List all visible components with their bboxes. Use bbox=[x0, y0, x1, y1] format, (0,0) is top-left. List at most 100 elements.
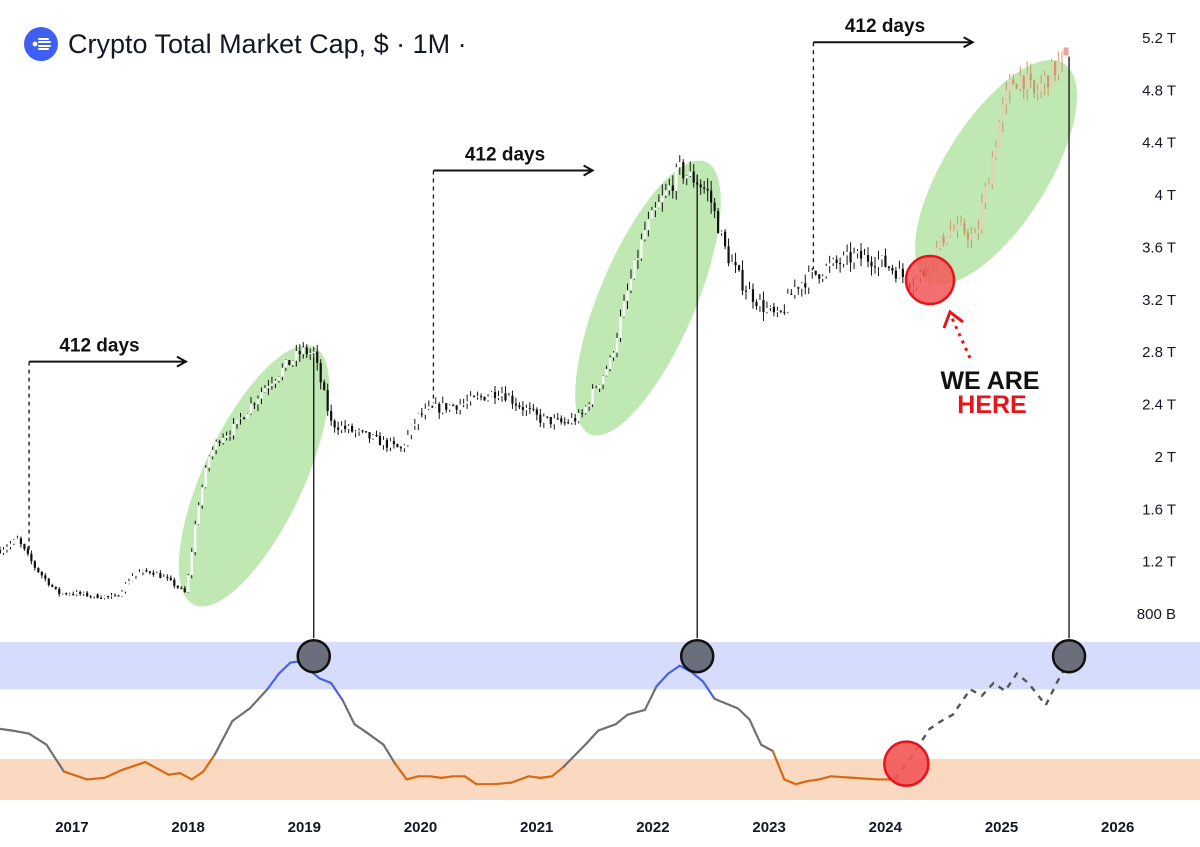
oscillator-segment bbox=[86, 776, 106, 781]
candle-body bbox=[1026, 73, 1029, 90]
candle-body bbox=[567, 422, 570, 424]
candle-body bbox=[678, 162, 681, 168]
candle-body bbox=[710, 190, 713, 203]
candle-body bbox=[797, 287, 800, 289]
candle-body bbox=[466, 401, 469, 404]
candle-body bbox=[166, 576, 169, 578]
candle-body bbox=[406, 434, 409, 446]
y-tick-label: 3.2 T bbox=[1142, 292, 1176, 309]
candle-body bbox=[65, 593, 68, 595]
candle-body bbox=[201, 487, 204, 506]
oscillator-segment bbox=[364, 730, 385, 746]
candle-body bbox=[952, 230, 956, 232]
candle-body bbox=[26, 548, 29, 554]
candle-body bbox=[984, 186, 987, 203]
candle-body bbox=[47, 578, 50, 585]
candle-body bbox=[110, 595, 113, 597]
candle-body bbox=[228, 435, 232, 437]
candle-body bbox=[991, 157, 994, 185]
candle-body bbox=[689, 171, 692, 177]
candle-body bbox=[51, 584, 54, 587]
candle-body bbox=[647, 219, 650, 231]
candle-body bbox=[734, 261, 737, 266]
candle-body bbox=[309, 353, 312, 355]
candle-body bbox=[880, 255, 884, 260]
candle-body bbox=[330, 411, 333, 421]
x-tick-label: 2020 bbox=[404, 819, 437, 836]
candle-body bbox=[521, 407, 524, 411]
candle-body bbox=[949, 230, 952, 236]
candle-body bbox=[730, 261, 734, 264]
candle-body bbox=[661, 195, 664, 203]
candle-body bbox=[403, 445, 406, 449]
candle-body bbox=[605, 369, 608, 376]
oscillator-segment bbox=[266, 672, 280, 691]
candle-body bbox=[113, 595, 117, 597]
oscillator-segment bbox=[440, 775, 455, 779]
candle-body bbox=[619, 316, 622, 338]
candle-body bbox=[30, 553, 33, 562]
candle-body bbox=[1050, 61, 1053, 88]
candle-body bbox=[40, 571, 43, 576]
oscillator-segment bbox=[120, 760, 147, 772]
oscillator-segment bbox=[144, 760, 170, 776]
candle-body bbox=[682, 162, 685, 179]
candle-body bbox=[706, 188, 709, 191]
oscillator-segment bbox=[748, 718, 763, 746]
candle-body bbox=[462, 403, 465, 405]
candle-body bbox=[894, 270, 898, 279]
candle-body bbox=[204, 467, 207, 488]
candle-body bbox=[117, 595, 120, 597]
candle-body bbox=[772, 306, 775, 313]
candle-body bbox=[963, 223, 966, 233]
oscillator-peak-marker bbox=[296, 638, 331, 674]
x-tick-label: 2024 bbox=[869, 819, 903, 836]
candle-body bbox=[263, 388, 267, 393]
oscillator-segment bbox=[701, 680, 716, 700]
candle-body bbox=[727, 246, 730, 264]
candle-body bbox=[479, 396, 483, 398]
y-tick-label: 1.6 T bbox=[1142, 501, 1176, 518]
oscillator-segment bbox=[330, 681, 344, 702]
candle-body bbox=[96, 594, 99, 599]
oscillator-segment bbox=[725, 702, 739, 710]
candle-body bbox=[783, 311, 786, 313]
candle-body bbox=[504, 393, 507, 401]
candle-body bbox=[877, 259, 880, 268]
candle-body bbox=[12, 539, 16, 544]
candle-body bbox=[316, 351, 319, 363]
candle-body bbox=[134, 573, 138, 576]
candle-body bbox=[9, 543, 12, 548]
oscillator-segment bbox=[463, 775, 478, 786]
candle-body bbox=[208, 456, 211, 468]
candle-body bbox=[1012, 79, 1015, 85]
candle-body bbox=[970, 233, 973, 240]
candle-body bbox=[284, 360, 287, 368]
current-oscillator-marker bbox=[883, 740, 930, 787]
oscillator-segment bbox=[760, 743, 774, 753]
candle-body bbox=[120, 591, 124, 597]
candle-body bbox=[570, 418, 573, 423]
candle-body bbox=[1005, 90, 1008, 105]
candle-body bbox=[319, 362, 322, 383]
oscillator-segment bbox=[62, 770, 89, 781]
candle-body bbox=[528, 407, 531, 409]
candle-body bbox=[685, 176, 688, 179]
y-tick-label: 1.2 T bbox=[1142, 554, 1176, 571]
candle-body bbox=[1019, 75, 1022, 89]
candle-body bbox=[807, 272, 810, 288]
y-tick-label: 4.8 T bbox=[1142, 82, 1176, 99]
candle-body bbox=[410, 425, 413, 435]
oscillator-segment bbox=[655, 672, 670, 688]
candle-body bbox=[445, 403, 448, 410]
candle-body bbox=[650, 210, 653, 220]
candle-body bbox=[542, 416, 545, 423]
candle-body bbox=[832, 259, 835, 264]
oscillator-segment bbox=[783, 778, 798, 786]
oscillator-segment bbox=[231, 707, 251, 723]
candle-body bbox=[361, 430, 364, 432]
candle-body bbox=[717, 211, 720, 234]
candle-body bbox=[333, 420, 336, 428]
candle-body bbox=[169, 577, 172, 580]
